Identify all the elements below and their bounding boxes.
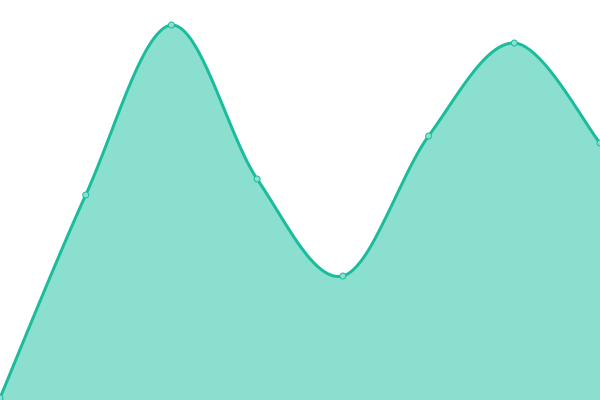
data-point-3 bbox=[253, 175, 261, 183]
data-markers bbox=[0, 21, 600, 400]
series-line bbox=[0, 23, 600, 399]
data-point-1 bbox=[82, 191, 90, 199]
data-point-7 bbox=[596, 139, 600, 147]
data-point-6 bbox=[510, 39, 518, 47]
data-point-0 bbox=[0, 394, 4, 400]
data-point-4 bbox=[339, 272, 347, 280]
data-point-2 bbox=[167, 21, 175, 29]
area-fill bbox=[0, 24, 600, 400]
data-point-5 bbox=[425, 132, 433, 140]
